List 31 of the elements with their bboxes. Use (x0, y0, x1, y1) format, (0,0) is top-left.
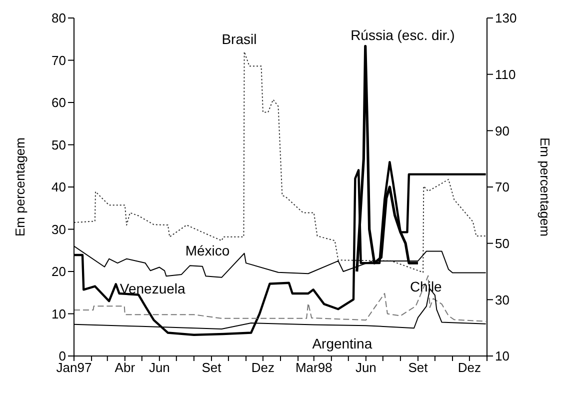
x-tick-label: Set (202, 360, 222, 376)
y2-tick-label: 10 (495, 348, 510, 364)
y-tick-label: 60 (52, 95, 66, 110)
y2-tick-label: 90 (495, 123, 510, 138)
series-label: Rússia (esc. dir.) (350, 26, 455, 43)
y2-axis-title: Em percentagem (537, 138, 552, 236)
y-tick-label: 30 (52, 222, 66, 237)
x-tick-label: Set (408, 360, 428, 376)
y-tick-label: 10 (52, 306, 66, 322)
series-label: Chile (410, 278, 442, 294)
y2-tick-label: 50 (495, 236, 510, 251)
series-label: Argentina (312, 335, 372, 352)
y-axis-title: Em percentagem (12, 138, 28, 236)
y-tick-label: 20 (52, 264, 66, 280)
y-tick-label: 50 (52, 137, 66, 152)
y2-tick-label: 130 (495, 10, 517, 26)
y-tick-label: 70 (52, 52, 66, 68)
x-tick-label: Jun (148, 360, 170, 376)
y-tick-label: 80 (52, 10, 66, 26)
series-label: Venezuela (120, 280, 186, 296)
x-tick-label: Dez (458, 360, 482, 376)
x-tick-label: Dez (251, 360, 275, 376)
y2-tick-label: 110 (495, 66, 516, 82)
x-tick-label: Jun (355, 360, 376, 376)
x-tick-label: Mar98 (295, 360, 332, 376)
y2-tick-label: 70 (495, 180, 510, 195)
series-label: México (185, 242, 230, 258)
y-tick-label: 40 (52, 180, 66, 195)
y2-tick-label: 30 (495, 292, 510, 308)
x-tick-label: Abr (114, 360, 136, 376)
series-label: Brasil (222, 31, 257, 48)
